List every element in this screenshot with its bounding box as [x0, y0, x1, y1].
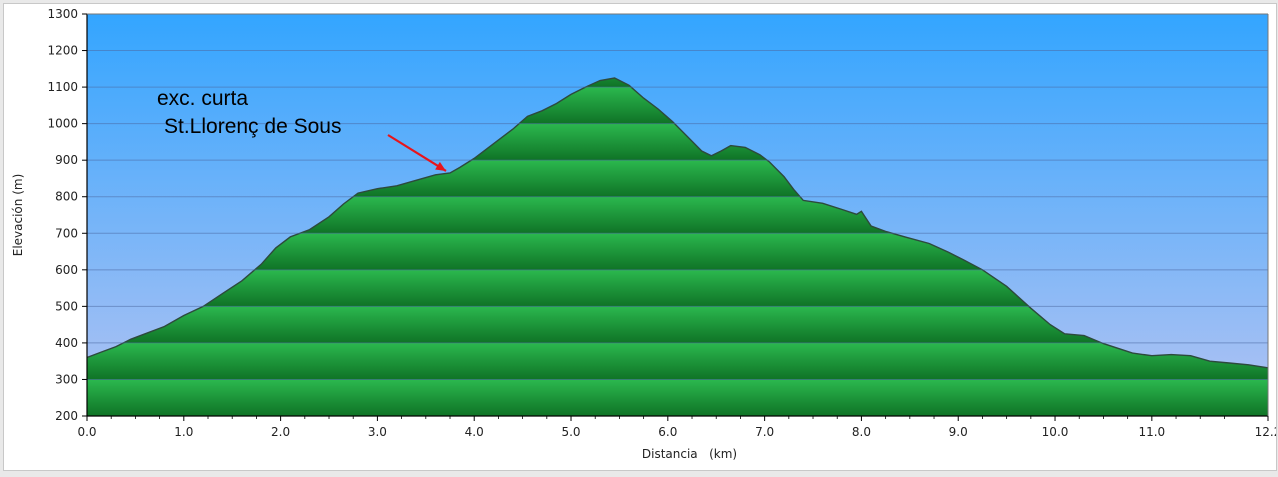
annotation-line-1: exc. curta — [157, 87, 248, 110]
x-tick-label: 3.0 — [368, 425, 387, 439]
y-tick-label: 300 — [55, 372, 78, 386]
axes — [86, 13, 1269, 417]
elevation-fill — [87, 78, 1268, 416]
y-tick-label: 600 — [55, 263, 78, 277]
x-tick-label: 12.2 — [1255, 425, 1276, 439]
x-tick-label: 1.0 — [174, 425, 193, 439]
x-tick-label: 8.0 — [852, 425, 871, 439]
y-tick-label: 900 — [55, 153, 78, 167]
tick-labels: 200 300 400 500 600 700 800 900 1000 1100 1200 1300… — [47, 7, 1276, 439]
x-tick-label: 2.0 — [271, 425, 290, 439]
x-tick-label: 11.0 — [1138, 425, 1165, 439]
annotation-line-2: St.Llorenç de Sous — [164, 115, 341, 138]
x-tick-label: 9.0 — [949, 425, 968, 439]
y-tick-label: 1300 — [47, 7, 78, 21]
elevation-chart: 200 300 400 500 600 700 800 900 1000 1100 1200 1300… — [11, 7, 1276, 461]
y-tick-label: 800 — [55, 190, 78, 204]
x-axis-title: Distancia (km) — [642, 447, 737, 461]
y-tick-label: 700 — [55, 226, 78, 240]
y-tick-label: 500 — [55, 299, 78, 313]
y-tick-label: 400 — [55, 336, 78, 350]
elevation-line — [87, 77, 1268, 369]
y-tick-label: 200 — [55, 409, 78, 423]
annotation-arrow-line — [387, 134, 447, 172]
grid-lines — [87, 50, 1268, 380]
x-tick-label: 5.0 — [561, 425, 580, 439]
y-tick-label: 1000 — [47, 117, 78, 131]
annotation: exc. curta St.Llorenç de Sous — [157, 87, 447, 172]
x-tick-label: 7.0 — [755, 425, 774, 439]
elevation-area — [87, 77, 1268, 416]
y-tick-label: 1100 — [47, 80, 78, 94]
annotation-arrow-head — [435, 161, 447, 171]
x-tick-label: 0.0 — [77, 425, 96, 439]
x-tick-label: 10.0 — [1042, 425, 1069, 439]
x-tick-label: 6.0 — [658, 425, 677, 439]
x-tick-label: 4.0 — [465, 425, 484, 439]
y-tick-label: 1200 — [47, 44, 78, 58]
y-axis-title: Elevación (m) — [11, 174, 25, 257]
chart-frame: 200 300 400 500 600 700 800 900 1000 1100 1200 1300… — [3, 3, 1277, 471]
